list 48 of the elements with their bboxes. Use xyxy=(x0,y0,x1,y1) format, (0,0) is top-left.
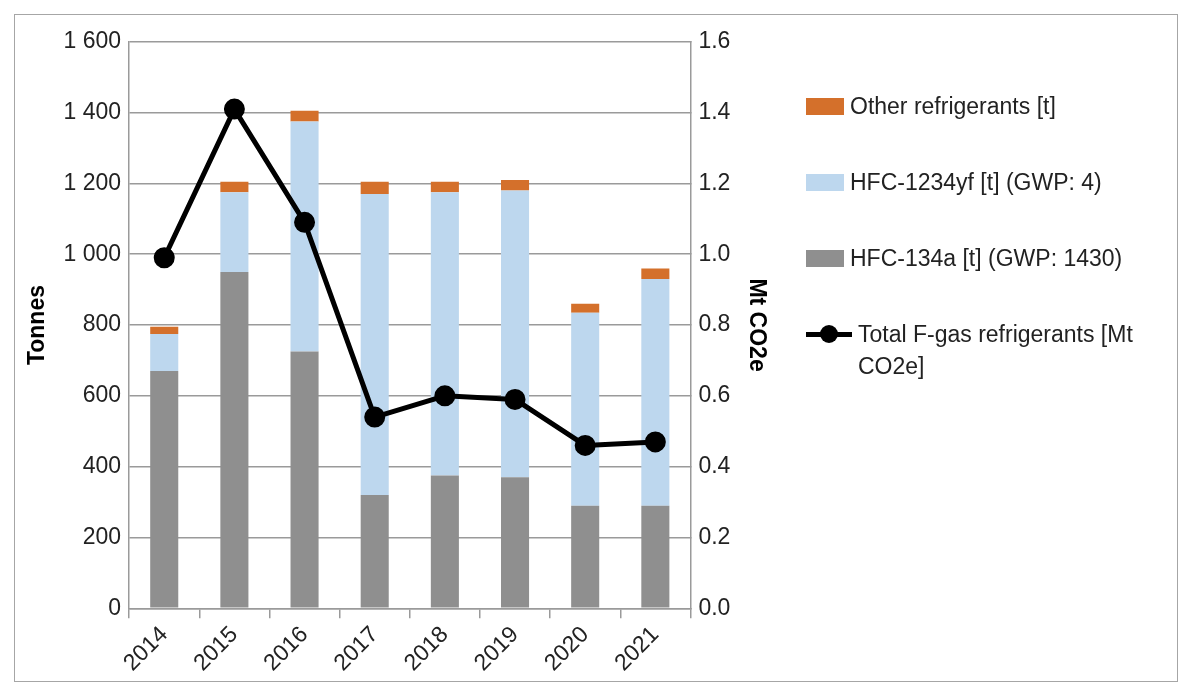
point xyxy=(223,98,245,120)
bar xyxy=(641,268,670,280)
y2-tick-label: 0.0 xyxy=(698,593,731,620)
y2-tick-label: 1.6 xyxy=(698,27,731,54)
point xyxy=(153,247,175,269)
bar xyxy=(571,303,600,313)
legend-label: Other refrigerants [t] xyxy=(850,92,1056,121)
bar xyxy=(430,181,459,193)
bar xyxy=(150,326,179,334)
bar xyxy=(501,179,530,191)
bar xyxy=(430,192,459,476)
point xyxy=(364,406,386,428)
y2-tick-label: 1.0 xyxy=(698,239,731,266)
bar xyxy=(220,192,249,272)
y2-tick-label: 0.8 xyxy=(698,310,731,337)
bar xyxy=(220,181,249,193)
y-axis-title: Tonnes xyxy=(23,285,50,366)
y2-tick-label: 0.4 xyxy=(698,452,731,479)
bar xyxy=(150,333,179,372)
y2-axis-title: Mt CO2e xyxy=(744,278,771,372)
y2-tick-label: 1.4 xyxy=(698,97,731,124)
bar xyxy=(290,110,319,122)
y-tick-label: 800 xyxy=(82,310,122,337)
y-tick-label: 1 600 xyxy=(63,27,122,54)
legend-label: HFC-134a [t] (GWP: 1430) xyxy=(850,244,1123,273)
y2-tick-label: 0.6 xyxy=(698,381,731,408)
bar xyxy=(360,181,389,195)
bar xyxy=(501,190,530,478)
bar xyxy=(571,312,600,506)
point xyxy=(574,434,596,456)
y-tick-label: 600 xyxy=(82,381,122,408)
y-tick-label: 400 xyxy=(82,452,122,479)
bar xyxy=(290,121,319,352)
point xyxy=(644,431,666,453)
legend-label: HFC-1234yf [t] (GWP: 4) xyxy=(850,168,1102,197)
y-tick-label: 0 xyxy=(108,593,122,620)
point xyxy=(504,388,526,410)
y-tick-label: 1 400 xyxy=(63,97,122,124)
legend-label: Total F-gas refrigerants [Mt CO2e] xyxy=(858,320,1134,381)
bar xyxy=(641,279,670,506)
y2-tick-label: 0.2 xyxy=(698,522,731,549)
y-tick-label: 1 200 xyxy=(63,168,122,195)
y-tick-label: 200 xyxy=(82,522,122,549)
y2-tick-label: 1.2 xyxy=(698,168,731,195)
bar xyxy=(360,194,389,495)
point xyxy=(434,385,456,407)
y-tick-label: 1 000 xyxy=(63,239,122,266)
point xyxy=(294,211,316,233)
